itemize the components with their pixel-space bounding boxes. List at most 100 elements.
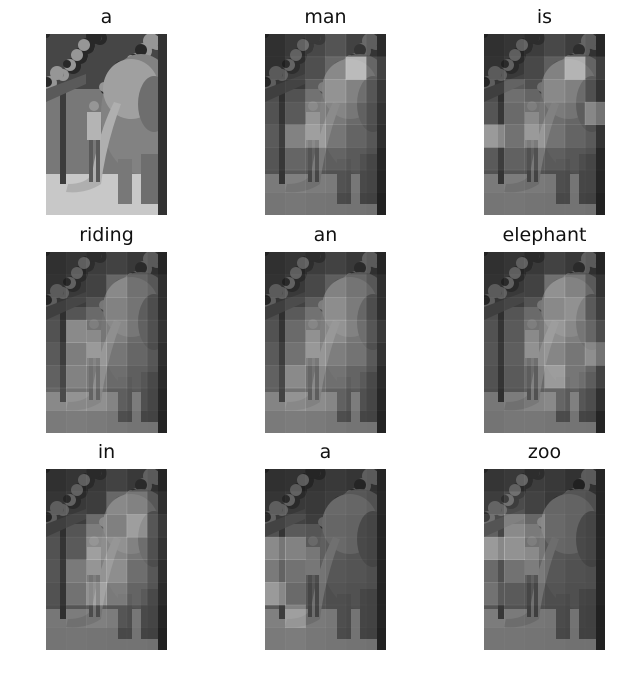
attention-cell [524, 192, 545, 215]
attention-cell [285, 319, 306, 344]
attention-map [484, 34, 605, 215]
attention-cell [305, 514, 326, 538]
attention-cell [544, 79, 566, 103]
attention-cell [46, 559, 67, 583]
attention-cell [325, 124, 347, 148]
attention-cell [524, 297, 545, 321]
attention-cell [126, 319, 148, 344]
attention-cell [484, 169, 505, 193]
attention-cell [305, 491, 326, 515]
attention-cell [46, 297, 67, 321]
attention-cell [106, 410, 128, 433]
panel-title: a [100, 6, 113, 28]
attention-cell [46, 627, 67, 650]
attention-cell [564, 582, 586, 606]
attention-cell [146, 536, 167, 561]
attention-cell [265, 56, 286, 80]
attention-cell [484, 536, 505, 561]
attention-cell [564, 124, 586, 148]
attention-cell [365, 514, 386, 538]
attention-cell [265, 274, 286, 298]
attention-cell [504, 559, 525, 583]
attention-cell [325, 410, 347, 433]
attention-cell [265, 387, 286, 411]
attention-cell [544, 491, 566, 515]
attention-cell [564, 101, 586, 126]
attention-cell [544, 252, 566, 276]
attention-cell [524, 469, 545, 493]
attention-cell [524, 319, 545, 344]
attention-cell [305, 274, 326, 298]
attention-cell [106, 387, 128, 411]
attention-image [484, 469, 605, 650]
attention-map [484, 252, 605, 433]
attention-image [46, 34, 167, 215]
attention-cell [305, 56, 326, 80]
attention-cell [544, 342, 566, 366]
attention-cell [126, 365, 148, 389]
attention-cell [544, 410, 566, 433]
attention-cell [524, 101, 545, 126]
attention-cell [325, 79, 347, 103]
attention-cell [504, 147, 525, 171]
attention-cell [584, 491, 605, 515]
attention-cell [345, 169, 367, 193]
attention-cell [305, 387, 326, 411]
attention-cell [564, 274, 586, 298]
attention-cell [146, 559, 167, 583]
attention-cell [484, 56, 505, 80]
attention-cell [345, 536, 367, 561]
attention-cell [285, 79, 306, 103]
attention-map [46, 252, 167, 433]
attention-cell [305, 559, 326, 583]
attention-cell [544, 514, 566, 538]
panel-title: an [313, 224, 338, 246]
attention-cell [345, 604, 367, 628]
attention-cell [524, 169, 545, 193]
attention-cell [285, 169, 306, 193]
attention-cell [285, 559, 306, 583]
attention-cell [305, 101, 326, 126]
attention-cell [345, 342, 367, 366]
attention-cell [345, 514, 367, 538]
attention-cell [584, 34, 605, 58]
attention-cell [585, 192, 605, 215]
attention-cell [524, 559, 545, 583]
attention-cell [484, 124, 505, 148]
attention-cell [585, 410, 605, 433]
attention-cell [484, 147, 505, 171]
attention-cell [106, 514, 128, 538]
attention-cell [285, 582, 306, 606]
attention-cell [544, 274, 566, 298]
attention-cell [46, 252, 67, 276]
attention-cell [265, 319, 286, 344]
attention-cell [524, 582, 545, 606]
attention-cell [345, 56, 367, 80]
attention-cell [484, 559, 505, 583]
attention-cell [305, 319, 326, 344]
attention-cell [285, 469, 306, 493]
attention-cell [265, 124, 286, 148]
attention-cell [524, 342, 545, 366]
attention-cell [544, 319, 566, 344]
attention-cell [524, 365, 545, 389]
attention-cell [564, 365, 586, 389]
attention-cell [524, 79, 545, 103]
attention-cell [126, 252, 148, 276]
attention-cell [504, 536, 525, 561]
attention-cell [265, 604, 286, 628]
attention-cell [305, 34, 326, 58]
attention-cell [305, 147, 326, 171]
attention-cell [106, 469, 128, 493]
attention-cell [504, 34, 525, 58]
attention-cell [305, 192, 326, 215]
attention-cell [86, 582, 107, 606]
attention-cell [544, 365, 566, 389]
attention-cell [584, 101, 605, 126]
attention-cell [565, 192, 586, 215]
attention-cell [484, 101, 505, 126]
attention-cell [484, 79, 505, 103]
attention-cell [66, 627, 87, 650]
attention-cell [285, 124, 306, 148]
attention-cell [265, 559, 286, 583]
